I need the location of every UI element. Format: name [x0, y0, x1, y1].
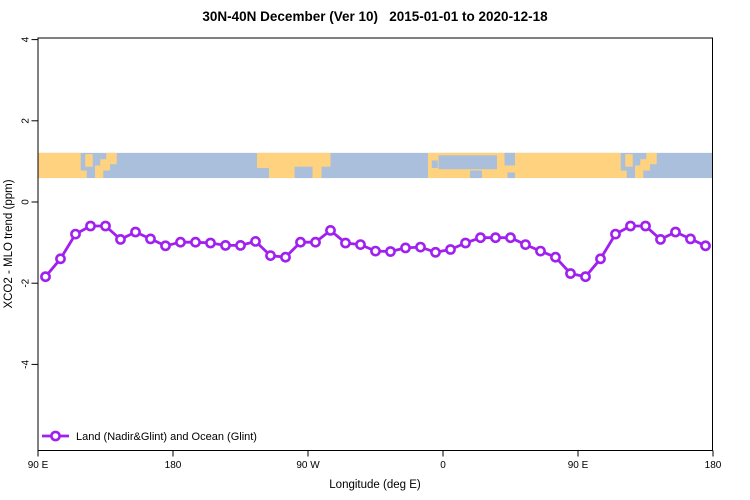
- data-point-marker: [610, 228, 621, 240]
- data-point-marker: [625, 220, 636, 232]
- data-point-marker: [115, 233, 126, 245]
- data-point-marker: [190, 236, 201, 248]
- map-sea-segment: [431, 160, 438, 168]
- data-point-marker: [595, 253, 606, 265]
- legend-label: Land (Nadir&Glint) and Ocean (Glint): [76, 431, 257, 443]
- y-axis-tick-label: 2: [21, 118, 32, 124]
- data-point-marker: [235, 239, 246, 251]
- plot-border: [37, 37, 713, 451]
- map-sea-segment: [294, 166, 313, 179]
- y-axis-tick-label: 0: [21, 199, 32, 205]
- x-axis-tick-label: 0: [440, 460, 446, 471]
- x-axis-label: Longitude (deg E): [329, 479, 421, 491]
- map-sea-segment: [438, 155, 497, 170]
- x-axis-tick-label: 180: [165, 460, 182, 471]
- x-axis-tick-label: 90 E: [28, 460, 49, 471]
- data-point-marker: [400, 242, 411, 254]
- data-point-marker: [340, 237, 351, 249]
- data-point-marker: [565, 268, 576, 279]
- data-point-marker: [355, 239, 366, 250]
- data-point-marker: [175, 236, 186, 248]
- legend: Land (Nadir&Glint) and Ocean (Glint): [42, 430, 257, 443]
- y-axis-label: XCO2 - MLO trend (ppm): [3, 179, 15, 308]
- data-point-marker: [460, 237, 471, 249]
- y-axis-tick-label: -2: [21, 278, 32, 287]
- x-axis-tick-label: 90 E: [568, 460, 589, 471]
- data-point-marker: [40, 271, 51, 283]
- map-sea-segment: [257, 167, 269, 179]
- data-point-marker: [445, 244, 456, 255]
- data-point-marker: [55, 253, 66, 265]
- data-point-marker: [505, 232, 516, 244]
- data-point-marker: [100, 220, 111, 232]
- data-point-marker: [250, 235, 261, 247]
- data-point-marker: [220, 239, 231, 251]
- map-land-segment: [80, 170, 87, 179]
- map-land-segment: [620, 170, 627, 179]
- data-point-marker: [130, 226, 141, 238]
- map-sea-segment: [504, 152, 515, 166]
- data-point-marker: [310, 236, 321, 248]
- data-point-marker: [370, 245, 381, 257]
- data-point-marker: [325, 224, 336, 236]
- data-point-marker: [415, 241, 426, 253]
- data-point-marker: [475, 232, 486, 244]
- data-point-marker: [700, 240, 711, 252]
- data-point-marker: [670, 226, 681, 238]
- axes: 90 E 180 90 W 0 90 E 180 4 2 0 -2 -4: [21, 36, 722, 471]
- chart-title: 30N-40N December (Ver 10) 2015-01-01 to …: [202, 9, 548, 24]
- data-point-marker: [160, 240, 171, 252]
- data-point-marker: [580, 271, 591, 283]
- data-series: [40, 220, 711, 283]
- data-point-marker: [145, 233, 156, 245]
- map-band: [38, 152, 713, 179]
- data-point-marker: [550, 251, 561, 263]
- map-land-segment: [257, 152, 331, 179]
- data-point-marker: [655, 233, 666, 245]
- data-point-marker: [385, 246, 396, 257]
- map-land-segment: [635, 165, 644, 179]
- map-land-segment: [100, 159, 110, 171]
- y-axis-tick-label: 4: [21, 36, 32, 42]
- y-axis-tick-label: -4: [21, 360, 32, 369]
- data-point-marker: [205, 237, 216, 249]
- data-point-marker: [70, 228, 81, 240]
- data-point-marker: [295, 236, 306, 248]
- map-sea-segment: [470, 170, 482, 179]
- map-land-segment: [106, 152, 117, 165]
- map-land-segment: [625, 154, 633, 167]
- data-point-marker: [490, 232, 501, 244]
- data-point-marker: [535, 245, 546, 257]
- legend-marker-icon: [50, 430, 61, 442]
- data-point-marker: [280, 251, 291, 263]
- map-sea-segment: [507, 172, 515, 179]
- data-point-marker: [265, 250, 276, 261]
- data-point-marker: [85, 220, 96, 232]
- data-point-marker: [640, 220, 651, 232]
- data-point-marker: [685, 233, 696, 245]
- map-land-segment: [85, 154, 93, 167]
- data-point-marker: [430, 246, 441, 258]
- map-land-segment: [640, 159, 650, 171]
- x-axis-tick-label: 180: [705, 460, 722, 471]
- map-land-segment: [38, 152, 81, 179]
- data-point-marker: [520, 239, 531, 250]
- map-sea-segment: [321, 166, 331, 179]
- map-land-segment: [95, 165, 104, 179]
- x-axis-tick-label: 90 W: [296, 460, 320, 471]
- map-land-segment: [646, 152, 657, 165]
